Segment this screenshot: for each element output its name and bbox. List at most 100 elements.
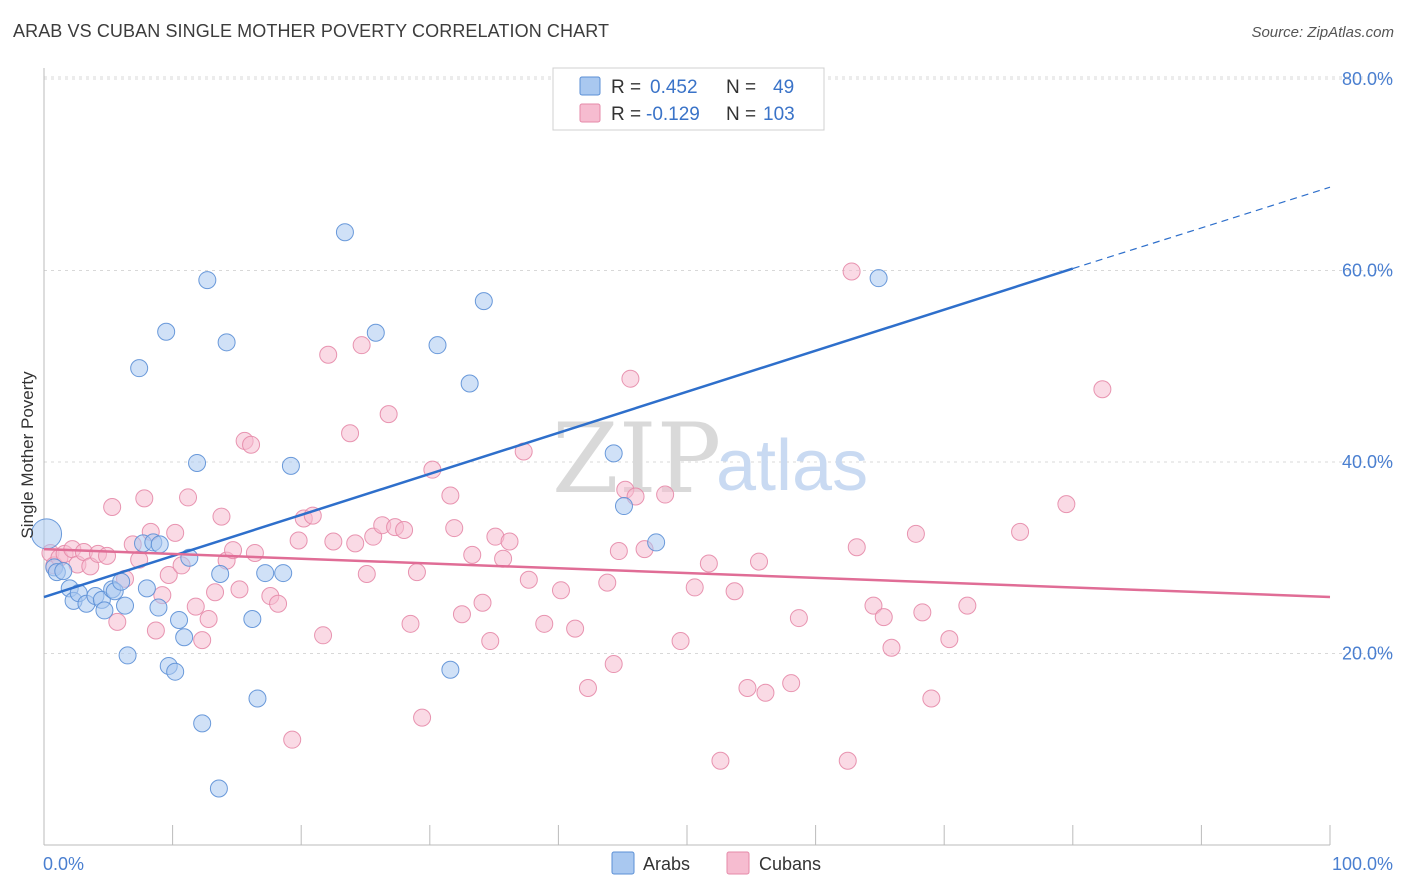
cuban-point-9 bbox=[98, 546, 117, 565]
legend-swatch-cubans bbox=[579, 103, 601, 123]
cuban-point-23 bbox=[186, 597, 205, 616]
cuban-point-69 bbox=[566, 619, 585, 638]
cuban-point-93 bbox=[874, 608, 893, 627]
cuban-point-30 bbox=[230, 580, 249, 599]
cuban-point-94 bbox=[882, 638, 901, 657]
legend-n-label-cubans: N = bbox=[726, 104, 756, 125]
cuban-point-86 bbox=[756, 683, 775, 702]
cuban-point-20 bbox=[166, 523, 185, 542]
correlation-legend: R = 0.452 N = 49 R = -0.129 N = 103 bbox=[552, 67, 825, 131]
cuban-point-84 bbox=[738, 678, 757, 697]
cuban-point-49 bbox=[379, 405, 398, 424]
cuban-point-90 bbox=[842, 262, 861, 281]
cuban-point-78 bbox=[656, 485, 675, 504]
trend-lines bbox=[43, 186, 1331, 599]
arab-point-37 bbox=[281, 456, 300, 475]
arab-point-30 bbox=[209, 779, 228, 798]
cuban-point-97 bbox=[922, 689, 941, 708]
arab-point-24 bbox=[170, 610, 189, 629]
cuban-point-17 bbox=[146, 621, 165, 640]
y-tick-label-3: 80.0% bbox=[1342, 69, 1393, 89]
legend-n-label-arabs: N = bbox=[726, 77, 756, 98]
cuban-point-100 bbox=[1011, 522, 1030, 541]
cuban-point-89 bbox=[838, 751, 857, 770]
cuban-point-95 bbox=[906, 524, 925, 543]
cuban-point-43 bbox=[341, 424, 360, 443]
cuban-point-51 bbox=[395, 520, 414, 539]
arab-point-48 bbox=[150, 535, 169, 554]
cuban-point-99 bbox=[958, 596, 977, 615]
cuban-point-33 bbox=[245, 543, 264, 562]
arab-point-14 bbox=[116, 596, 135, 615]
arab-point-31 bbox=[211, 565, 230, 584]
cuban-point-85 bbox=[750, 552, 769, 571]
cuban-point-52 bbox=[401, 614, 420, 633]
arab-point-33 bbox=[243, 610, 262, 629]
arab-point-41 bbox=[441, 660, 460, 679]
arab-point-39 bbox=[366, 323, 385, 342]
cuban-point-57 bbox=[445, 519, 464, 538]
arab-point-21 bbox=[157, 322, 176, 341]
legend-r-value-arabs: 0.452 bbox=[650, 77, 698, 98]
arab-point-15 bbox=[118, 646, 137, 665]
legend-n-value-arabs: 49 bbox=[773, 77, 794, 98]
cuban-point-19 bbox=[159, 565, 178, 584]
arab-point-34 bbox=[248, 689, 267, 708]
legend-swatch-arabs-bottom bbox=[611, 851, 635, 875]
cuban-point-36 bbox=[283, 730, 302, 749]
cuban-point-91 bbox=[847, 538, 866, 557]
cuban-point-59 bbox=[463, 545, 482, 564]
arab-point-3 bbox=[54, 562, 73, 581]
cuban-point-71 bbox=[598, 573, 617, 592]
legend-r-label-arabs: R = bbox=[611, 77, 641, 98]
arab-point-32 bbox=[217, 333, 236, 352]
x-tick-label-max: 100.0% bbox=[1332, 854, 1393, 874]
arab-point-43 bbox=[474, 292, 493, 311]
cuban-point-75 bbox=[621, 369, 640, 388]
series-legend: Arabs Cubans bbox=[611, 851, 821, 875]
cuban-point-61 bbox=[481, 632, 500, 651]
arab-point-18 bbox=[137, 579, 156, 598]
arab-point-42 bbox=[460, 374, 479, 393]
chart-source: Source: ZipAtlas.com bbox=[1251, 24, 1394, 41]
legend-swatch-arabs bbox=[579, 76, 601, 96]
arab-point-23 bbox=[166, 662, 185, 681]
arab-point-20 bbox=[149, 598, 168, 617]
arabs-trend-extension bbox=[1072, 186, 1331, 270]
arabs-trend-line bbox=[43, 267, 1074, 599]
cuban-point-41 bbox=[319, 345, 338, 364]
cuban-point-22 bbox=[179, 488, 198, 507]
cuban-point-42 bbox=[324, 532, 343, 551]
arabs-points bbox=[31, 223, 888, 798]
cuban-point-98 bbox=[940, 630, 959, 649]
y-axis-label: Single Mother Poverty bbox=[18, 371, 37, 539]
cuban-point-68 bbox=[551, 581, 570, 600]
arab-point-10 bbox=[95, 601, 114, 620]
arab-point-25 bbox=[175, 628, 194, 647]
cuban-point-79 bbox=[671, 632, 690, 651]
cuban-point-26 bbox=[206, 583, 225, 602]
cuban-point-27 bbox=[212, 507, 231, 526]
y-tick-labels: 20.0% 40.0% 60.0% 80.0% bbox=[1342, 69, 1393, 664]
cuban-point-64 bbox=[500, 532, 519, 551]
cuban-point-73 bbox=[609, 542, 628, 561]
cuban-point-54 bbox=[413, 708, 432, 727]
cuban-point-10 bbox=[103, 498, 122, 517]
arab-point-44 bbox=[604, 444, 623, 463]
cuban-point-37 bbox=[289, 531, 308, 550]
cuban-point-56 bbox=[441, 486, 460, 505]
cubans-trend-line bbox=[43, 547, 1331, 599]
cuban-point-67 bbox=[535, 614, 554, 633]
legend-label-cubans: Cubans bbox=[759, 854, 821, 874]
cuban-point-102 bbox=[1093, 380, 1112, 399]
cuban-point-63 bbox=[494, 549, 513, 568]
arab-point-29 bbox=[198, 271, 217, 290]
chart-title: ARAB VS CUBAN SINGLE MOTHER POVERTY CORR… bbox=[13, 21, 610, 41]
arab-point-16 bbox=[130, 359, 149, 378]
cuban-point-92 bbox=[864, 596, 883, 615]
cuban-point-32 bbox=[242, 435, 261, 454]
arab-point-13 bbox=[112, 572, 131, 591]
arab-point-46 bbox=[647, 533, 666, 552]
arab-point-38 bbox=[335, 223, 354, 242]
